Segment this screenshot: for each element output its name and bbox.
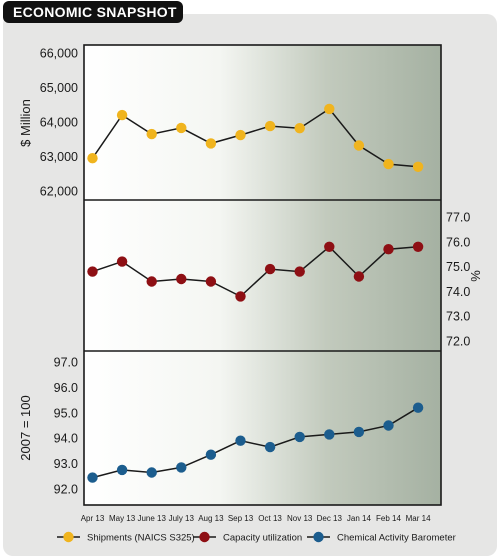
capacity-y-tick-label: 75.0 xyxy=(446,260,470,274)
legend-shipments-label: Shipments (NAICS S325) xyxy=(87,533,195,544)
capacity-y-tick-label: 77.0 xyxy=(446,211,470,225)
legend-capacity-marker xyxy=(199,531,210,543)
shipments-y-axis-label: $ Million xyxy=(18,99,33,147)
barometer-y-tick-label: 94.0 xyxy=(54,432,78,446)
shipments-data-point xyxy=(146,128,157,140)
capacity-data-point xyxy=(87,266,98,277)
shipments-y-tick-label: 65,000 xyxy=(40,81,78,95)
shipments-data-point xyxy=(87,153,98,164)
capacity-data-point xyxy=(412,241,424,252)
x-axis-month-label: Nov 13 xyxy=(287,514,313,523)
barometer-data-point xyxy=(324,429,335,440)
capacity-y-tick-label: 76.0 xyxy=(446,235,470,249)
legend-barometer-label: Chemical Activity Barometer xyxy=(337,533,456,544)
shipments-data-point xyxy=(324,103,335,115)
shipments-data-point xyxy=(353,140,365,151)
shipments-data-point xyxy=(294,123,305,134)
capacity-data-point xyxy=(146,276,157,287)
x-axis-month-label: Mar 14 xyxy=(406,514,431,523)
legend-capacity-label: Capacity utilization xyxy=(223,533,302,544)
shipments-y-tick-label: 63,000 xyxy=(40,150,78,164)
shipments-line xyxy=(91,107,419,168)
x-axis-month-label: Dec 13 xyxy=(317,514,343,523)
capacity-y-tick-label: 74.0 xyxy=(446,285,470,299)
shipments-data-point xyxy=(205,138,217,149)
barometer-panel: 92.0 93.0 94.0 95.0 96.0 97.0 2007 = 100 xyxy=(18,356,424,497)
barometer-data-point xyxy=(412,402,424,413)
barometer-data-point xyxy=(264,441,276,453)
barometer-points xyxy=(87,402,424,483)
plot-frame xyxy=(83,44,442,506)
capacity-y-ticks: 72.0 73.0 74.0 75.0 76.0 77.0 xyxy=(446,211,470,349)
shipments-data-point xyxy=(116,109,128,121)
x-axis-month-label: May 13 xyxy=(109,514,136,523)
capacity-points xyxy=(87,241,424,302)
barometer-data-point xyxy=(116,464,128,476)
x-axis-month-label: Apr 13 xyxy=(81,514,105,523)
capacity-y-tick-label: 73.0 xyxy=(446,310,470,324)
barometer-data-point xyxy=(205,449,217,460)
chart-legend: Shipments (NAICS S325) Capacity utilizat… xyxy=(57,531,456,544)
shipments-y-tick-label: 66,000 xyxy=(40,47,78,61)
shipments-data-point xyxy=(264,120,276,132)
x-axis-month-label: June 13 xyxy=(137,514,166,523)
capacity-data-point xyxy=(116,256,128,267)
capacity-data-point xyxy=(235,291,246,302)
plot-area xyxy=(84,45,441,505)
barometer-data-point xyxy=(235,435,246,446)
shipments-points xyxy=(87,103,424,172)
shipments-y-tick-label: 64,000 xyxy=(40,116,78,130)
chart-title: ECONOMIC SNAPSHOT xyxy=(13,4,177,20)
legend-barometer-marker xyxy=(313,531,324,543)
shipments-data-point xyxy=(412,161,424,172)
x-axis-month-label: Aug 13 xyxy=(198,514,224,523)
x-axis-month-label: Feb 14 xyxy=(376,514,401,523)
barometer-y-tick-label: 93.0 xyxy=(54,457,78,471)
x-axis-month-label: Oct 13 xyxy=(258,514,282,523)
title-tab xyxy=(3,1,183,23)
shipments-data-point xyxy=(176,122,187,134)
barometer-y-axis-label: 2007 = 100 xyxy=(18,395,33,460)
barometer-data-point xyxy=(294,431,305,443)
barometer-y-ticks: 92.0 93.0 94.0 95.0 96.0 97.0 xyxy=(54,356,78,497)
capacity-data-point xyxy=(176,273,187,285)
shipments-panel: 62,000 63,000 64,000 65,000 66,000 $ Million xyxy=(18,47,424,199)
capacity-data-point xyxy=(294,266,305,277)
capacity-data-point xyxy=(264,263,276,275)
barometer-y-tick-label: 92.0 xyxy=(54,483,78,497)
x-axis-month-label: July 13 xyxy=(169,514,195,523)
barometer-y-tick-label: 96.0 xyxy=(54,381,78,395)
x-axis-month-label: Sep 13 xyxy=(228,514,254,523)
barometer-y-tick-label: 97.0 xyxy=(54,356,78,370)
shipments-y-tick-label: 62,000 xyxy=(40,185,78,199)
barometer-data-point xyxy=(353,426,365,438)
capacity-data-point xyxy=(205,276,217,287)
capacity-utilization-panel: 72.0 73.0 74.0 75.0 76.0 77.0 % xyxy=(87,211,483,349)
capacity-data-point xyxy=(324,241,335,252)
shipments-y-ticks: 62,000 63,000 64,000 65,000 66,000 xyxy=(40,47,78,199)
barometer-y-tick-label: 95.0 xyxy=(54,406,78,420)
x-axis-month-labels: Apr 13 May 13 June 13 July 13 Aug 13 Sep 13 Oc… xyxy=(81,514,431,523)
barometer-data-point xyxy=(146,467,157,478)
barometer-data-point xyxy=(176,462,187,473)
capacity-data-point xyxy=(353,271,365,282)
shipments-data-point xyxy=(235,129,246,141)
capacity-line xyxy=(92,245,419,298)
capacity-data-point xyxy=(383,244,394,255)
barometer-data-point xyxy=(383,420,394,431)
capacity-y-axis-label: % xyxy=(468,270,483,282)
shipments-data-point xyxy=(383,158,394,170)
x-axis-month-label: Jan 14 xyxy=(347,514,372,523)
barometer-data-point xyxy=(87,472,98,483)
capacity-y-tick-label: 72.0 xyxy=(446,335,470,349)
legend-shipments-marker xyxy=(63,531,74,543)
